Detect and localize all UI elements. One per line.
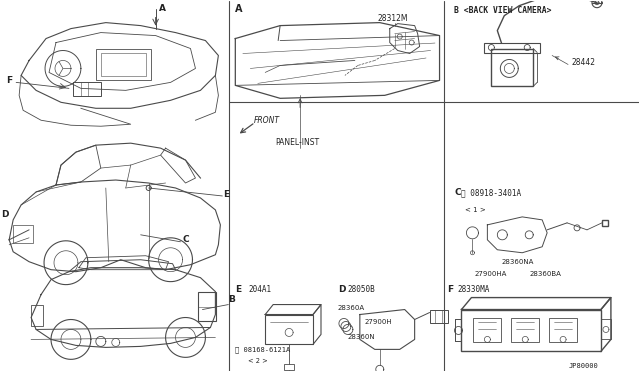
Text: PANEL-INST: PANEL-INST <box>275 138 319 147</box>
Text: 28442: 28442 <box>571 58 595 67</box>
Text: D: D <box>1 211 9 219</box>
Text: 28360BA: 28360BA <box>529 271 561 277</box>
Bar <box>13 225 33 243</box>
Bar <box>429 310 447 324</box>
Text: Ⓝ 08918-3401A: Ⓝ 08918-3401A <box>461 189 522 198</box>
Bar <box>461 310 601 352</box>
Bar <box>101 52 146 76</box>
Bar <box>601 320 611 339</box>
Text: < 1 >: < 1 > <box>465 207 486 213</box>
Bar <box>284 364 294 370</box>
Text: < 2 >: < 2 > <box>248 358 268 364</box>
Text: D: D <box>338 285 346 294</box>
Bar <box>198 292 216 321</box>
Text: 28360A: 28360A <box>338 305 365 311</box>
Text: F: F <box>447 285 454 294</box>
Bar <box>96 48 150 80</box>
Text: 27900HA: 27900HA <box>474 271 507 277</box>
Text: C: C <box>182 235 189 244</box>
Text: 28050B: 28050B <box>348 285 376 294</box>
Text: 28330MA: 28330MA <box>458 285 490 294</box>
Bar <box>73 82 101 96</box>
Text: FRONT: FRONT <box>254 116 280 125</box>
Bar <box>484 42 540 52</box>
Text: Ⓢ 08168-6121A: Ⓢ 08168-6121A <box>236 346 291 353</box>
Text: B <BACK VIEW CAMERA>: B <BACK VIEW CAMERA> <box>454 6 552 15</box>
Text: 27900H: 27900H <box>365 320 392 326</box>
Text: 28360N: 28360N <box>348 334 376 340</box>
Text: 28360NA: 28360NA <box>501 259 534 265</box>
Text: A: A <box>236 4 243 14</box>
Bar <box>474 318 501 342</box>
Bar <box>31 305 43 327</box>
Text: JP80000: JP80000 <box>569 363 599 369</box>
Bar <box>549 318 577 342</box>
Text: E: E <box>223 190 230 199</box>
Text: B: B <box>228 295 236 304</box>
Bar <box>511 318 539 342</box>
Text: E: E <box>236 285 241 294</box>
Text: C: C <box>454 189 461 198</box>
Text: 28312M: 28312M <box>378 14 408 23</box>
Text: 204A1: 204A1 <box>248 285 271 294</box>
Text: F: F <box>6 76 12 85</box>
Text: A: A <box>159 4 166 13</box>
Bar <box>492 48 533 86</box>
Bar <box>265 314 313 344</box>
